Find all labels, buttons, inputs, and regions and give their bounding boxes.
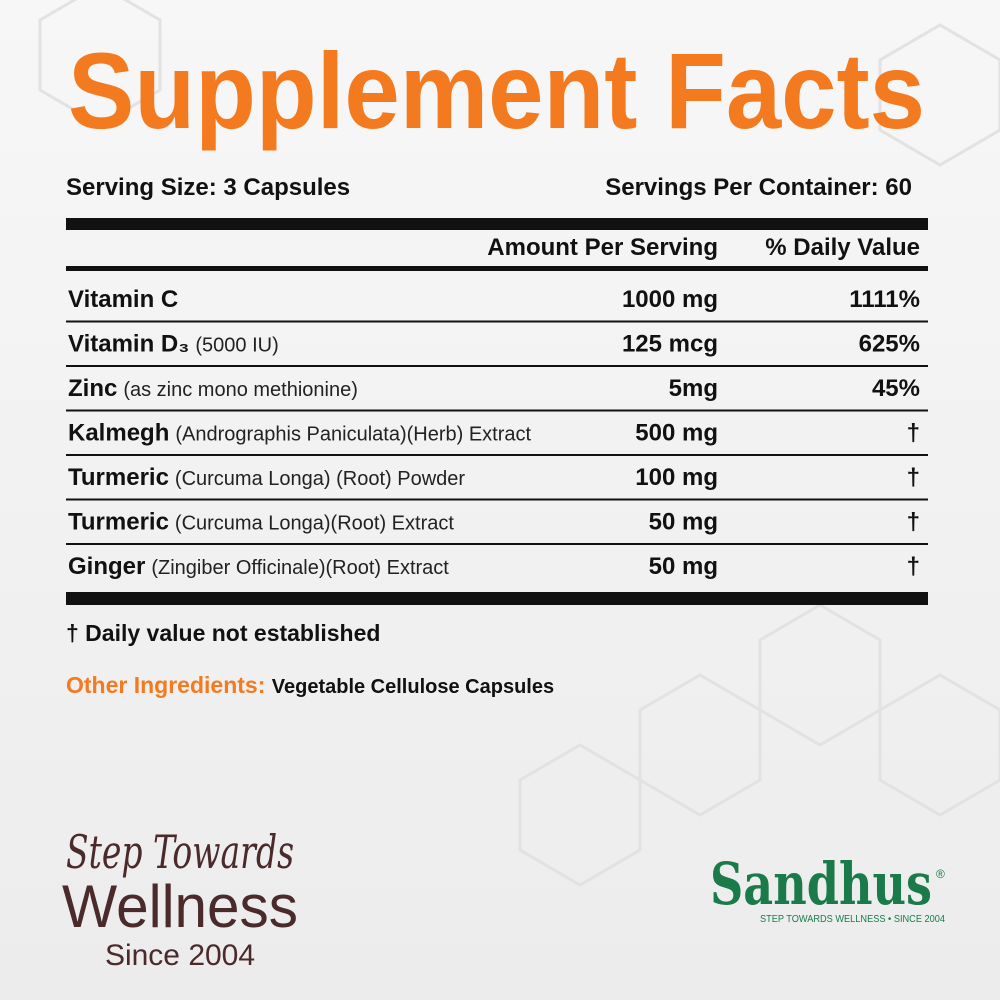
amount: 1000 mg bbox=[622, 286, 718, 313]
ingredient-name: Ginger bbox=[68, 553, 145, 580]
ingredient-name: Zinc bbox=[68, 375, 117, 402]
tagline-script: Step Towards bbox=[66, 825, 294, 879]
header-rule bbox=[66, 266, 928, 271]
logo-name: Sandhus bbox=[710, 850, 932, 918]
tagline-main: Wellness bbox=[62, 873, 298, 940]
row-rule bbox=[66, 454, 928, 456]
daily-value: † bbox=[907, 464, 920, 491]
ingredient-name: Turmeric bbox=[68, 464, 169, 491]
amount: 50 mg bbox=[649, 509, 718, 536]
row-rule bbox=[66, 543, 928, 545]
ingredient: Ginger (Zingiber Officinale)(Root) Extrac… bbox=[68, 553, 449, 580]
hexagon bbox=[878, 23, 1000, 167]
ingredient-detail: (as zinc mono methionine) bbox=[123, 379, 358, 401]
daily-value: † bbox=[907, 420, 920, 447]
logo-mark: ® bbox=[936, 867, 945, 881]
ingredient: Kalmegh (Andrographis Paniculata)(Herb) E… bbox=[68, 420, 532, 447]
footnote: † Daily value not established bbox=[66, 620, 380, 646]
row-rule bbox=[66, 320, 928, 323]
amount: 5mg bbox=[669, 375, 718, 402]
daily-value: 625% bbox=[859, 331, 920, 358]
other-ingredients-value: Vegetable Cellulose Capsules bbox=[272, 676, 554, 698]
daily-value-header: % Daily Value bbox=[765, 234, 920, 261]
ingredient-detail: (5000 IU) bbox=[195, 335, 278, 357]
ingredient-detail: (Curcuma Longa)(Root) Extract bbox=[175, 513, 454, 535]
ingredient: Zinc (as zinc mono methionine) bbox=[68, 375, 358, 402]
hexagon bbox=[38, 0, 162, 127]
amount-header: Amount Per Serving bbox=[487, 234, 718, 261]
logo-slogan: STEP TOWARDS WELLNESS • SINCE 2004 bbox=[760, 914, 945, 925]
daily-value: 1111% bbox=[849, 286, 920, 313]
other-ingredients: Other Ingredients: Vegetable Cellulose C… bbox=[66, 672, 554, 698]
ingredient: Vitamin D₃ (5000 IU) bbox=[68, 331, 279, 358]
daily-value: † bbox=[907, 509, 920, 536]
hexagon bbox=[518, 743, 642, 887]
amount: 500 mg bbox=[635, 420, 718, 447]
ingredient-name: Turmeric bbox=[68, 509, 169, 536]
ingredient-detail: (Curcuma Longa) (Root) Powder bbox=[175, 468, 465, 490]
ingredient: Turmeric (Curcuma Longa)(Root) Extract bbox=[68, 509, 454, 536]
row-rule bbox=[66, 365, 928, 367]
daily-value: 45% bbox=[872, 375, 920, 402]
amount: 100 mg bbox=[635, 464, 718, 491]
top-rule bbox=[66, 218, 928, 230]
row-rule bbox=[66, 409, 928, 412]
ingredient-detail: (Andrographis Paniculata)(Herb) Extract bbox=[175, 424, 531, 446]
hexagon bbox=[878, 673, 1000, 817]
serving-size: Serving Size: 3 Capsules bbox=[66, 174, 350, 201]
servings-per-container: Servings Per Container: 60 bbox=[605, 174, 912, 201]
amount: 50 mg bbox=[649, 553, 718, 580]
ingredient-name: Kalmegh bbox=[68, 420, 169, 447]
daily-value: † bbox=[907, 553, 920, 580]
bottom-rule bbox=[66, 592, 928, 605]
ingredient-detail: (Zingiber Officinale)(Root) Extract bbox=[151, 557, 449, 579]
row-rule bbox=[66, 498, 928, 501]
title: Supplement Facts bbox=[68, 30, 925, 151]
rows: Vitamin C 1000 mg 1111% Vitamin D₃ (5000 IU)… bbox=[66, 286, 928, 580]
ingredient-name: Vitamin C bbox=[68, 286, 178, 313]
tagline-since: Since 2004 bbox=[105, 939, 255, 972]
other-ingredients-label: Other Ingredients: bbox=[66, 672, 265, 698]
ingredient-name: Vitamin D₃ bbox=[68, 331, 189, 358]
ingredient: Turmeric (Curcuma Longa) (Root) Powder bbox=[68, 464, 465, 491]
amount: 125 mcg bbox=[622, 331, 718, 358]
ingredient: Vitamin C bbox=[68, 286, 178, 313]
